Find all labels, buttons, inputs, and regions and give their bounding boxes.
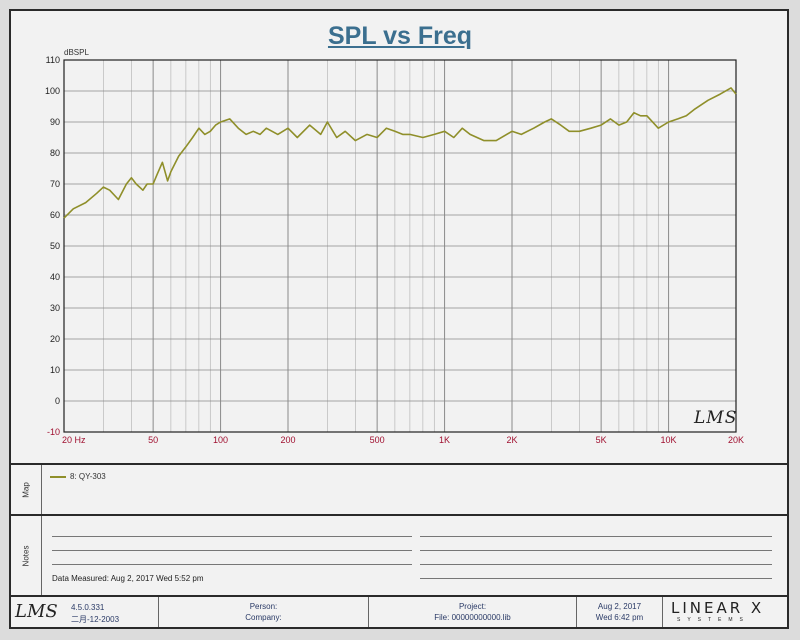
y-tick-label: 10: [50, 365, 60, 375]
linearx-sub: SYSTEMS: [677, 617, 750, 623]
x-tick-label: 5K: [596, 435, 607, 445]
x-tick-label: 2K: [506, 435, 517, 445]
legend: 8: QY-303: [50, 472, 106, 481]
notes-divider: [11, 514, 787, 516]
date-text: Aug 2, 2017: [597, 602, 642, 611]
notes-line: [52, 564, 412, 565]
report-frame: [9, 9, 789, 629]
notes-line: [420, 578, 772, 579]
y-tick-label: 60: [50, 210, 60, 220]
x-tick-label: 20 Hz: [62, 435, 86, 445]
y-tick-label: 100: [45, 86, 60, 96]
x-tick-label: 100: [213, 435, 228, 445]
lms-watermark: LMS: [694, 408, 738, 428]
notes-line: [420, 536, 772, 537]
notes-line: [52, 550, 412, 551]
lms-logo: LMS: [15, 601, 58, 622]
notes-line: [420, 550, 772, 551]
chart-title: SPL vs Freq: [327, 22, 473, 50]
y-tick-label: 0: [55, 396, 60, 406]
y-tick-label: 110: [46, 55, 60, 65]
series-line: [63, 87, 737, 219]
footer-person-cell: Person: Company:: [159, 597, 369, 627]
x-tick-label: 1K: [439, 435, 450, 445]
notes-side-label: Notes: [11, 516, 42, 596]
map-divider: [11, 463, 787, 465]
legend-entry: 8: QY-303: [70, 472, 106, 481]
map-side-label: Map: [11, 465, 42, 514]
footer-lms-cell: LMS 4.5.0.331 二月-12-2003: [11, 597, 159, 627]
linearx-logo: LINEAR X: [671, 599, 765, 617]
x-tick-label: 50: [148, 435, 158, 445]
version-text: 4.5.0.331: [71, 603, 105, 612]
day-time-text: Wed 6:42 pm: [595, 613, 644, 622]
y-tick-label: -10: [47, 427, 60, 437]
x-tick-label: 200: [280, 435, 295, 445]
y-tick-label: 20: [50, 334, 60, 344]
y-tick-label: 90: [50, 117, 60, 127]
notes-line: [420, 564, 772, 565]
plot-border: [63, 59, 737, 433]
y-tick-label: 80: [50, 148, 60, 158]
person-label: Person:: [249, 602, 278, 611]
x-tick-label: 500: [370, 435, 385, 445]
y-tick-label: 30: [50, 303, 60, 313]
y-tick-label: 50: [50, 241, 60, 251]
build-date-text: 二月-12-2003: [71, 615, 120, 624]
project-label: Project:: [458, 602, 487, 611]
file-label: File: 00000000000.lib: [434, 613, 511, 622]
x-tick-label: 20K: [728, 435, 744, 445]
x-tick-label: 10K: [661, 435, 677, 445]
footer-divider: [11, 595, 787, 597]
footer-project-cell: Project: File: 00000000000.lib: [369, 597, 577, 627]
y-tick-label: 70: [50, 179, 60, 189]
footer-date-cell: Aug 2, 2017 Wed 6:42 pm: [577, 597, 663, 627]
footer-brand-cell: LINEAR X SYSTEMS: [663, 597, 787, 627]
legend-swatch: [50, 475, 66, 478]
y-tick-label: 40: [50, 272, 60, 282]
notes-line: [52, 536, 412, 537]
footer: LMS 4.5.0.331 二月-12-2003 Person: Company…: [11, 597, 787, 627]
y-axis-label: dBSPL: [64, 48, 89, 57]
company-label: Company:: [245, 613, 282, 622]
data-measured-text: Data Measured: Aug 2, 2017 Wed 5:52 pm: [52, 574, 204, 583]
